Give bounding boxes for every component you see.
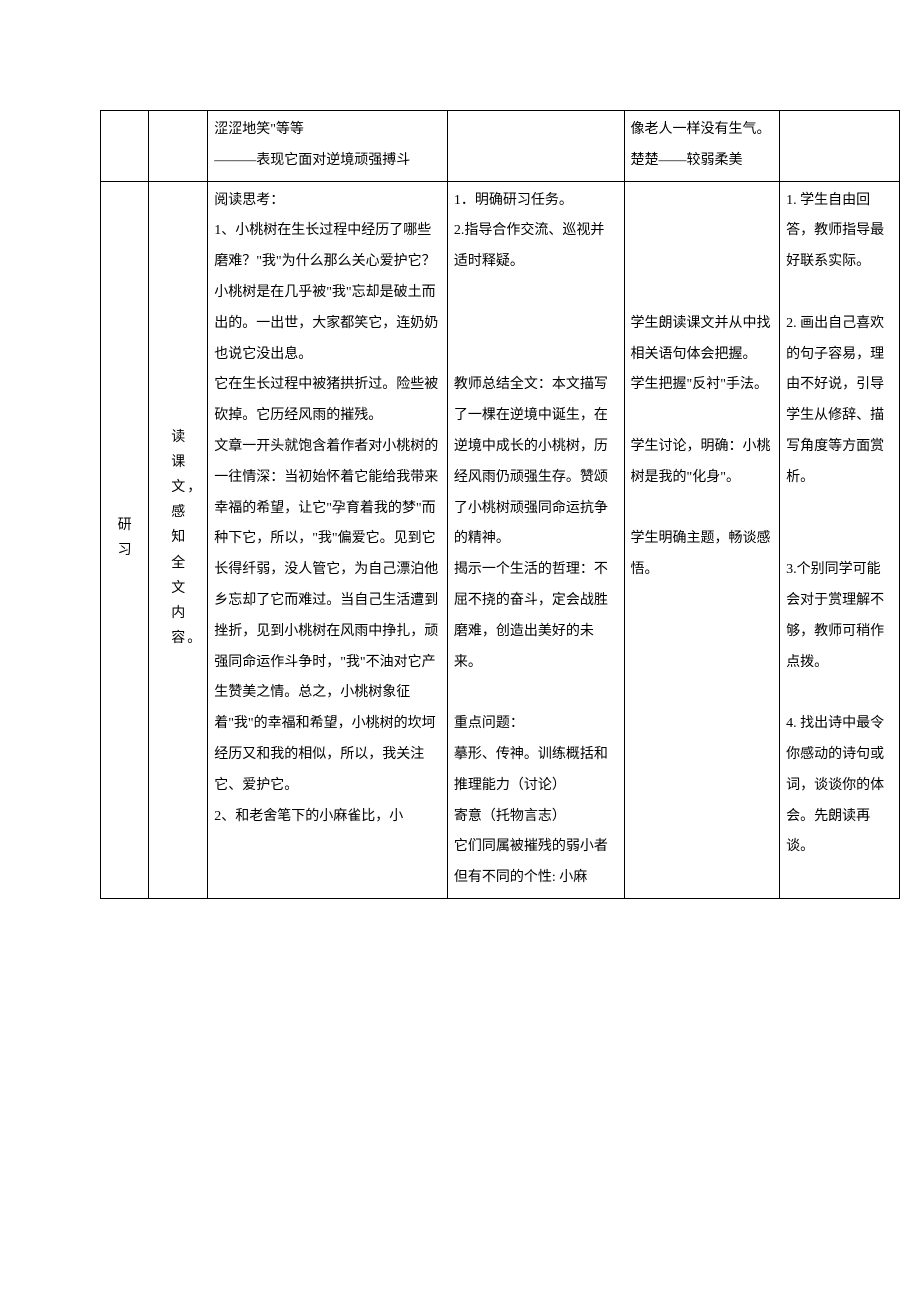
subsection-label: 读课文，感知全文内容。 bbox=[171, 425, 185, 652]
section-label: 研 习 bbox=[118, 513, 132, 563]
cell-r2c1: 研 习 bbox=[101, 181, 149, 898]
cell-r2c4: 1．明确研习任务。 2.指导合作交流、巡视并适时释疑。 教师总结全文：本文描写了… bbox=[447, 181, 624, 898]
cell-r1c5: 像老人一样没有生气。 楚楚——较弱柔美 bbox=[624, 111, 780, 182]
cell-r2c6: 1. 学生自由回答，教师指导最好联系实际。 2. 画出自己喜欢的句子容易，理由不… bbox=[780, 181, 900, 898]
cell-r1c3: 涩涩地笑"等等 ———表现它面对逆境顽强搏斗 bbox=[208, 111, 448, 182]
table-row: 研 习 读课文，感知全文内容。 阅读思考： 1、小桃树在生长过程中经历了哪些磨难… bbox=[101, 181, 900, 898]
cell-r2c5: 学生朗读课文并从中找相关语句体会把握。 学生把握"反衬"手法。 学生讨论，明确：… bbox=[624, 181, 780, 898]
cell-r1c1 bbox=[101, 111, 149, 182]
document-page: 涩涩地笑"等等 ———表现它面对逆境顽强搏斗 像老人一样没有生气。 楚楚——较弱… bbox=[0, 0, 920, 1302]
cell-r1c6 bbox=[780, 111, 900, 182]
cell-r1c4 bbox=[447, 111, 624, 182]
table-row: 涩涩地笑"等等 ———表现它面对逆境顽强搏斗 像老人一样没有生气。 楚楚——较弱… bbox=[101, 111, 900, 182]
cell-r2c3: 阅读思考： 1、小桃树在生长过程中经历了哪些磨难？"我"为什么那么关心爱护它？ … bbox=[208, 181, 448, 898]
cell-r1c2 bbox=[149, 111, 208, 182]
lesson-plan-table: 涩涩地笑"等等 ———表现它面对逆境顽强搏斗 像老人一样没有生气。 楚楚——较弱… bbox=[100, 110, 900, 899]
cell-r2c2: 读课文，感知全文内容。 bbox=[149, 181, 208, 898]
